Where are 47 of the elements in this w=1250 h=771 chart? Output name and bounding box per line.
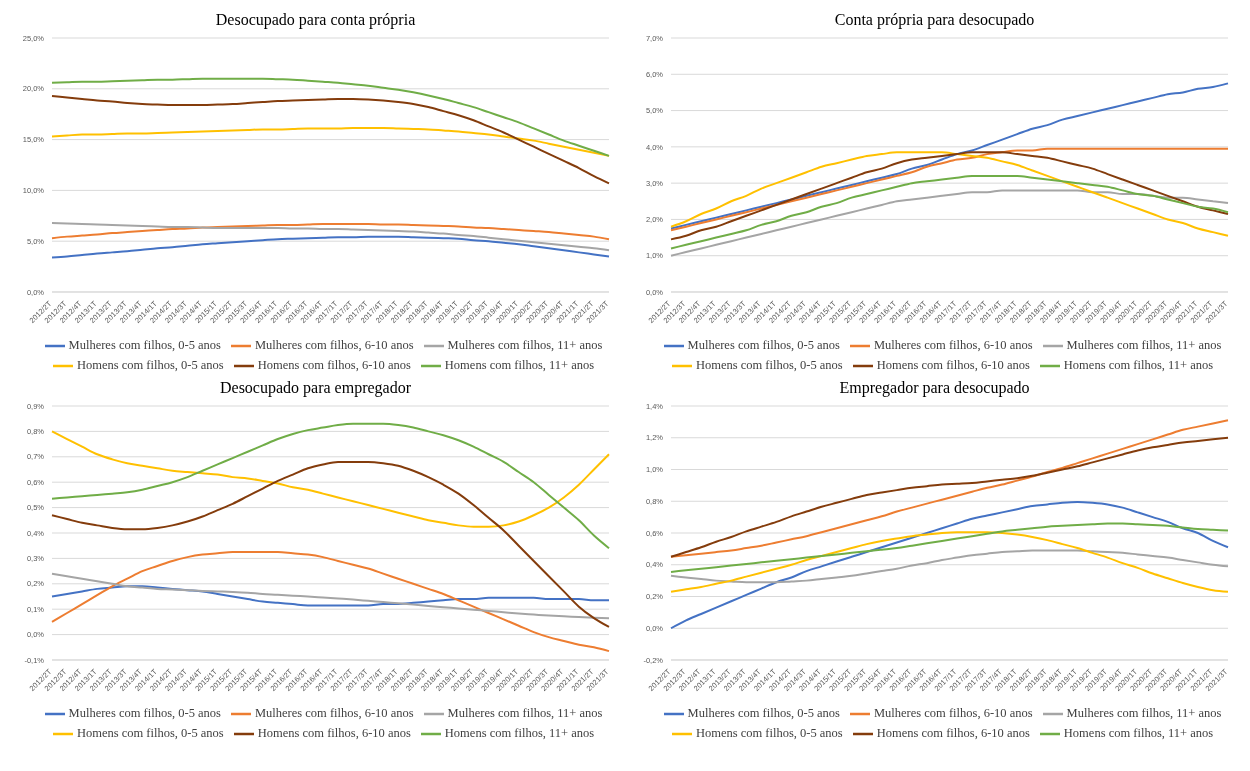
legend-label: Homens com filhos, 11+ anos — [444, 357, 595, 372]
line-series — [51, 422, 610, 550]
legend-label: Homens com filhos, 6-10 anos — [876, 357, 1030, 372]
legend-label: Homens com filhos, 6-10 anos — [257, 357, 411, 372]
legend-label: Homens com filhos, 0-5 anos — [76, 725, 224, 740]
legend-label: Mulheres com filhos, 0-5 anos — [68, 337, 221, 352]
legend-label: Homens com filhos, 6-10 anos — [257, 725, 411, 740]
legend-label: Mulheres com filhos, 6-10 anos — [873, 705, 1033, 720]
legend-label: Homens com filhos, 0-5 anos — [76, 357, 224, 372]
line-series — [51, 221, 610, 252]
line-series — [670, 531, 1229, 593]
legend-label: Mulheres com filhos, 11+ anos — [1066, 705, 1222, 720]
line-series — [670, 82, 1229, 230]
legend-label: Mulheres com filhos, 0-5 anos — [687, 337, 840, 352]
line-series — [670, 174, 1229, 250]
line-series — [51, 572, 610, 620]
line-series — [51, 77, 610, 157]
legend-label: Homens com filhos, 11+ anos — [1063, 725, 1214, 740]
legend-label: Mulheres com filhos, 11+ anos — [1066, 337, 1222, 352]
legend-label: Homens com filhos, 11+ anos — [444, 725, 595, 740]
legend-label: Homens com filhos, 11+ anos — [1063, 357, 1214, 372]
legend-label: Homens com filhos, 6-10 anos — [876, 725, 1030, 740]
line-series — [670, 549, 1229, 584]
line-series — [51, 235, 610, 259]
chart-title: Conta própria para desocupado — [833, 10, 1036, 31]
legend-label: Homens com filhos, 0-5 anos — [695, 357, 843, 372]
chart-title: Desocupado para conta própria — [214, 10, 417, 31]
line-series — [670, 501, 1229, 630]
line-series — [51, 126, 610, 157]
line-series — [51, 551, 610, 653]
line-series — [51, 94, 610, 185]
legend-label: Mulheres com filhos, 0-5 anos — [687, 705, 840, 720]
chart-title: Empregador para desocupado — [838, 378, 1031, 399]
legend-label: Mulheres com filhos, 6-10 anos — [254, 337, 414, 352]
line-series — [51, 222, 610, 241]
legend-label: Mulheres com filhos, 0-5 anos — [68, 705, 221, 720]
legend-label: Mulheres com filhos, 11+ anos — [447, 705, 603, 720]
legend-label: Mulheres com filhos, 6-10 anos — [873, 337, 1033, 352]
chart-title: Desocupado para empregador — [219, 378, 412, 399]
line-series — [51, 585, 610, 607]
line-series — [670, 522, 1229, 573]
legend-label: Homens com filhos, 0-5 anos — [695, 725, 843, 740]
legend-label: Mulheres com filhos, 6-10 anos — [254, 705, 414, 720]
line-series — [51, 460, 610, 628]
legend-label: Mulheres com filhos, 11+ anos — [447, 337, 603, 352]
line-series — [670, 189, 1229, 257]
line-series — [51, 430, 610, 528]
